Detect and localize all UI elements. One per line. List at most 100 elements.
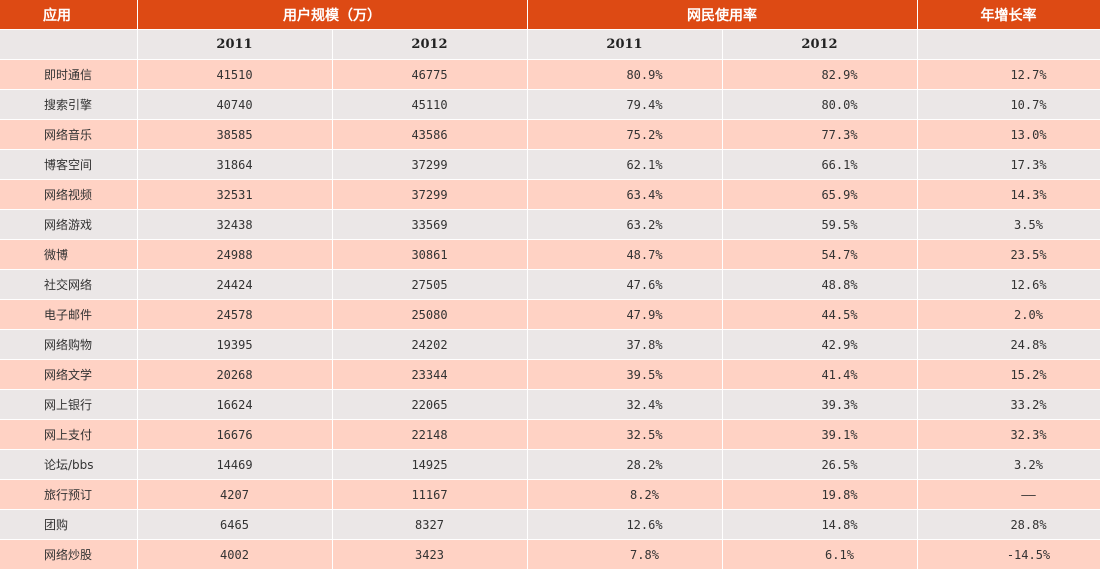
app-name-cell: 网上银行 <box>0 389 138 420</box>
app-name-cell: 网络购物 <box>0 329 138 360</box>
rate-2011-cell: 80.9% <box>527 59 723 90</box>
app-name-cell: 社交网络 <box>0 269 138 300</box>
users-2011-cell: 40740 <box>137 89 333 120</box>
table-row: 电子邮件 24578 25080 47.9% 44.5% 2.0% <box>0 299 1100 330</box>
year-users-2012: 2012 <box>332 29 528 60</box>
table-body: 即时通信 41510 46775 80.9% 82.9% 12.7% 搜索引擎 40740 45… <box>0 59 1100 570</box>
app-name-cell: 网络炒股 <box>0 539 138 570</box>
app-name-cell: 论坛/bbs <box>0 449 138 480</box>
header-row: 应用 用户规模（万） 网民使用率 年增长率 <box>0 0 1100 30</box>
growth-cell: —— <box>917 479 1100 510</box>
growth-cell: 33.2% <box>917 389 1100 420</box>
app-name-cell: 网络游戏 <box>0 209 138 240</box>
rate-2011-cell: 75.2% <box>527 119 723 150</box>
table-row: 网络炒股 4002 3423 7.8% 6.1% -14.5% <box>0 539 1100 570</box>
rate-2011-cell: 12.6% <box>527 509 723 540</box>
app-name-cell: 网络音乐 <box>0 119 138 150</box>
rate-2011-cell: 32.4% <box>527 389 723 420</box>
rate-2012-cell: 39.3% <box>722 389 918 420</box>
app-name-cell: 搜索引擎 <box>0 89 138 120</box>
rate-2012-cell: 48.8% <box>722 269 918 300</box>
rate-2011-cell: 63.2% <box>527 209 723 240</box>
users-2011-cell: 38585 <box>137 119 333 150</box>
header-usage-rate: 网民使用率 <box>527 0 918 30</box>
users-2011-cell: 16676 <box>137 419 333 450</box>
year-rate-2011: 2011 <box>527 29 723 60</box>
users-2011-cell: 20268 <box>137 359 333 390</box>
users-2011-cell: 31864 <box>137 149 333 180</box>
app-name-cell: 即时通信 <box>0 59 138 90</box>
rate-2011-cell: 7.8% <box>527 539 723 570</box>
users-2011-cell: 14469 <box>137 449 333 480</box>
growth-cell: 3.5% <box>917 209 1100 240</box>
users-2012-cell: 33569 <box>332 209 528 240</box>
rate-2011-cell: 39.5% <box>527 359 723 390</box>
rate-2012-cell: 82.9% <box>722 59 918 90</box>
year-subheader-row: 2011 2012 2011 2012 <box>0 29 1100 60</box>
rate-2012-cell: 65.9% <box>722 179 918 210</box>
rate-2011-cell: 63.4% <box>527 179 723 210</box>
table-row: 网络购物 19395 24202 37.8% 42.9% 24.8% <box>0 329 1100 360</box>
rate-2011-cell: 79.4% <box>527 89 723 120</box>
header-annual-growth: 年增长率 <box>917 0 1100 30</box>
rate-2011-cell: 37.8% <box>527 329 723 360</box>
users-2012-cell: 22148 <box>332 419 528 450</box>
growth-cell: 15.2% <box>917 359 1100 390</box>
rate-2011-cell: 62.1% <box>527 149 723 180</box>
users-2012-cell: 37299 <box>332 179 528 210</box>
users-2011-cell: 4002 <box>137 539 333 570</box>
users-2011-cell: 6465 <box>137 509 333 540</box>
app-name-cell: 旅行预订 <box>0 479 138 510</box>
app-name-cell: 博客空间 <box>0 149 138 180</box>
rate-2012-cell: 59.5% <box>722 209 918 240</box>
growth-cell: 32.3% <box>917 419 1100 450</box>
users-2011-cell: 32438 <box>137 209 333 240</box>
users-2012-cell: 45110 <box>332 89 528 120</box>
users-2011-cell: 24424 <box>137 269 333 300</box>
year-rate-2012: 2012 <box>722 29 918 60</box>
rate-2012-cell: 42.9% <box>722 329 918 360</box>
growth-cell: 3.2% <box>917 449 1100 480</box>
year-growth-blank <box>917 29 1100 60</box>
growth-cell: 24.8% <box>917 329 1100 360</box>
year-subheader-blank <box>0 29 138 60</box>
table-row: 即时通信 41510 46775 80.9% 82.9% 12.7% <box>0 59 1100 90</box>
rate-2012-cell: 19.8% <box>722 479 918 510</box>
users-2012-cell: 46775 <box>332 59 528 90</box>
rate-2012-cell: 54.7% <box>722 239 918 270</box>
rate-2011-cell: 47.9% <box>527 299 723 330</box>
users-2011-cell: 16624 <box>137 389 333 420</box>
app-name-cell: 电子邮件 <box>0 299 138 330</box>
growth-cell: 17.3% <box>917 149 1100 180</box>
table-row: 网络视频 32531 37299 63.4% 65.9% 14.3% <box>0 179 1100 210</box>
table-row: 网上支付 16676 22148 32.5% 39.1% 32.3% <box>0 419 1100 450</box>
table-row: 团购 6465 8327 12.6% 14.8% 28.8% <box>0 509 1100 540</box>
users-2012-cell: 11167 <box>332 479 528 510</box>
rate-2011-cell: 47.6% <box>527 269 723 300</box>
growth-cell: 13.0% <box>917 119 1100 150</box>
rate-2012-cell: 44.5% <box>722 299 918 330</box>
users-2012-cell: 27505 <box>332 269 528 300</box>
table-row: 网络文学 20268 23344 39.5% 41.4% 15.2% <box>0 359 1100 390</box>
growth-cell: 14.3% <box>917 179 1100 210</box>
users-2011-cell: 4207 <box>137 479 333 510</box>
rate-2011-cell: 8.2% <box>527 479 723 510</box>
table-row: 博客空间 31864 37299 62.1% 66.1% 17.3% <box>0 149 1100 180</box>
users-2012-cell: 43586 <box>332 119 528 150</box>
header-app: 应用 <box>0 0 138 30</box>
growth-cell: 10.7% <box>917 89 1100 120</box>
rate-2012-cell: 39.1% <box>722 419 918 450</box>
table-row: 社交网络 24424 27505 47.6% 48.8% 12.6% <box>0 269 1100 300</box>
users-2011-cell: 41510 <box>137 59 333 90</box>
rate-2011-cell: 28.2% <box>527 449 723 480</box>
table-row: 论坛/bbs 14469 14925 28.2% 26.5% 3.2% <box>0 449 1100 480</box>
users-2012-cell: 8327 <box>332 509 528 540</box>
growth-cell: -14.5% <box>917 539 1100 570</box>
growth-cell: 12.6% <box>917 269 1100 300</box>
year-users-2011: 2011 <box>137 29 333 60</box>
header-user-scale: 用户规模（万） <box>137 0 528 30</box>
users-2012-cell: 23344 <box>332 359 528 390</box>
users-2011-cell: 19395 <box>137 329 333 360</box>
rate-2012-cell: 14.8% <box>722 509 918 540</box>
app-name-cell: 微博 <box>0 239 138 270</box>
